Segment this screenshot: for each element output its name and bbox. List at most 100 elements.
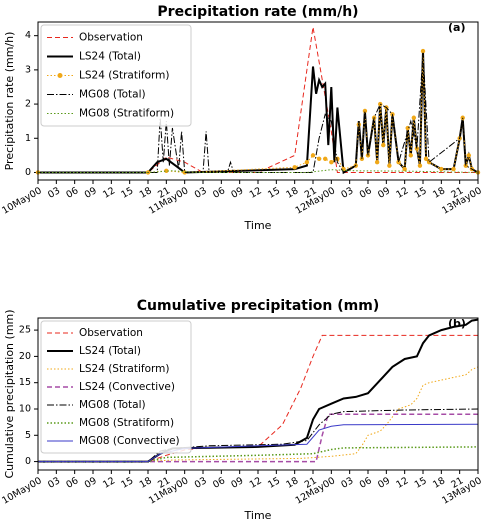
y-tick-label: 15 (19, 377, 31, 388)
series-line (38, 52, 479, 174)
series-line (38, 446, 479, 463)
marker (164, 168, 169, 173)
marker (396, 160, 401, 165)
x-tick-label: 18 (284, 185, 300, 201)
x-tick-label: 18 (431, 475, 447, 491)
x-tick-label: 15 (413, 185, 429, 201)
legend-label: LS24 (Stratiform) (79, 363, 169, 375)
marker (378, 101, 383, 107)
y-tick-label: 2 (25, 99, 31, 110)
x-tick-label: 21 (303, 185, 319, 201)
series-line (38, 366, 479, 463)
y-tick-label: 5 (25, 430, 31, 441)
x-tick-label: 21 (156, 185, 172, 201)
x-tick-label: 12 (248, 475, 264, 491)
x-tick-label: 12 (394, 185, 410, 201)
x-tick-label: 21 (449, 475, 465, 491)
legend-label: MG08 (Total) (79, 89, 146, 101)
marker (451, 166, 456, 172)
x-tick-label: 12 (101, 475, 117, 491)
x-tick-label: 21 (449, 185, 465, 201)
x-tick-label: 10May00 (0, 475, 43, 506)
marker (362, 108, 368, 114)
x-tick-label: 06 (64, 185, 80, 201)
marker (292, 165, 297, 170)
legend-box (40, 320, 192, 454)
x-tick-label: 15 (119, 185, 135, 201)
x-tick-label: 09 (229, 185, 245, 201)
x-tick-label: 21 (303, 475, 319, 491)
plot-frame (37, 317, 479, 471)
x-tick-label: 09 (376, 185, 392, 201)
marker (408, 153, 413, 158)
x-tick-label: 09 (376, 475, 392, 491)
y-tick-label: 4 (25, 30, 31, 41)
y-tick-label: 25 (19, 325, 31, 336)
x-axis-label: Time (244, 509, 272, 522)
x-tick-label: 03 (46, 475, 62, 491)
x-tick-label: 09 (83, 475, 99, 491)
series-line (38, 413, 478, 463)
marker (316, 156, 322, 161)
y-axis-label: Cumulative precipitation (mm) (3, 309, 16, 478)
marker (304, 160, 310, 165)
series-line (38, 334, 478, 463)
marker (310, 153, 316, 158)
y-tick-label: 10 (19, 403, 31, 414)
x-axis-label: Time (244, 219, 272, 232)
x-tick-label: 18 (284, 475, 300, 491)
x-tick-label: 03 (193, 185, 209, 201)
x-tick-label: 15 (266, 185, 282, 201)
marker (387, 163, 392, 168)
x-tick-label: 18 (431, 185, 447, 201)
x-tick-label: 03 (46, 185, 62, 201)
legend-marker (57, 73, 63, 78)
legend-label: MG08 (Total) (79, 399, 146, 411)
marker (463, 163, 468, 168)
marker (411, 115, 417, 120)
legend-label: LS24 (Total) (79, 51, 141, 63)
x-tick-label: 06 (211, 185, 227, 201)
series-line (38, 169, 479, 173)
legend-box (40, 24, 192, 127)
legend-label: LS24 (Convective) (79, 381, 175, 393)
x-tick-label: 10May00 (0, 185, 43, 216)
y-axis-label: Precipitation rate (mm/h) (3, 32, 16, 171)
x-tick-label: 06 (64, 475, 80, 491)
x-tick-label: 12 (248, 185, 264, 201)
legend-label: Observation (79, 327, 143, 339)
y-tick-label: 1 (25, 133, 31, 144)
legend-label: MG08 (Convective) (79, 435, 180, 447)
x-tick-label: 15 (119, 475, 135, 491)
x-tick-label: 03 (193, 475, 209, 491)
legend-label: LS24 (Total) (79, 345, 141, 357)
marker (329, 160, 334, 165)
x-tick-label: 06 (358, 475, 374, 491)
marker (439, 166, 444, 172)
y-tick-label: 3 (25, 64, 31, 75)
x-tick-label: 12 (394, 475, 410, 491)
marker (423, 156, 429, 161)
legend-label: Observation (79, 32, 143, 44)
legend-label: MG08 (Stratiform) (79, 417, 174, 429)
x-tick-label: 15 (266, 475, 282, 491)
marker (381, 142, 386, 148)
marker (402, 166, 407, 172)
annotation: (a) (448, 21, 465, 34)
y-tick-label: 0 (25, 456, 31, 467)
legend-label: MG08 (Stratiform) (79, 108, 174, 120)
chart-title: Cumulative precipitation (mm) (137, 298, 379, 314)
x-tick-label: 18 (138, 185, 154, 201)
x-tick-label: 12 (101, 185, 117, 201)
series-line (38, 423, 479, 463)
x-tick-label: 06 (211, 475, 227, 491)
x-tick-label: 18 (138, 475, 154, 491)
marker (466, 153, 472, 158)
x-tick-label: 03 (339, 185, 355, 201)
marker (417, 163, 423, 168)
marker (374, 160, 380, 165)
y-tick-label: 20 (19, 351, 31, 362)
x-tick-label: 03 (339, 475, 355, 491)
x-tick-label: 09 (83, 185, 99, 201)
